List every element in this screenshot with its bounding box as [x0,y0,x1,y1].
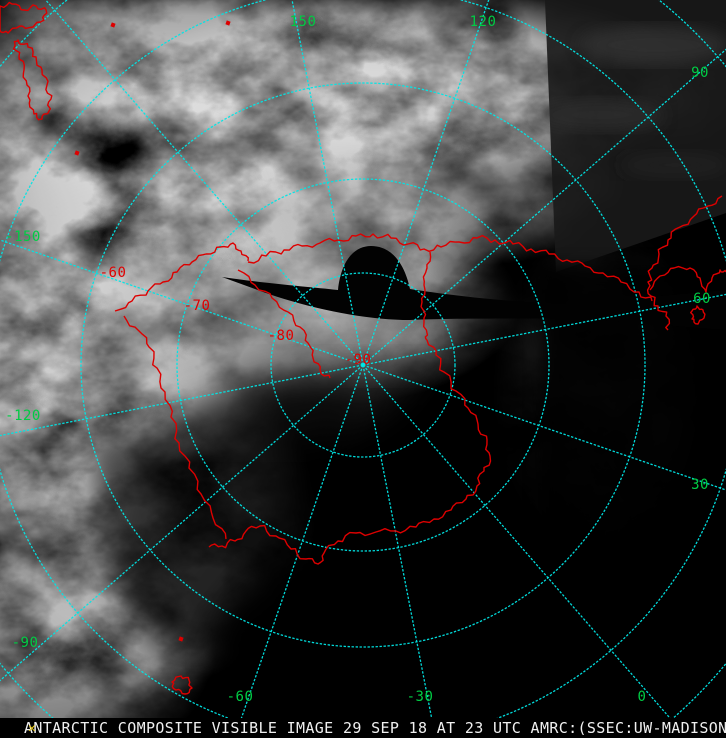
meridian-line [362,364,689,738]
coastline-ice-shelf-arcs [649,265,726,293]
longitude-label: -120 [5,408,41,424]
data-gap-region [222,246,726,330]
islet-mark [225,20,231,26]
latitude-circle [176,178,550,552]
meridian-line [0,364,364,682]
longitude-label: -150 [5,229,41,245]
coastline-west-antarctica-coast [123,315,227,540]
coastline-island-near-60 [690,305,706,325]
coastline-new-zealand-south [12,39,53,121]
image-swath-seam [545,0,726,272]
islet-mark [178,636,184,642]
latitude-label: -60 [100,265,127,281]
latitude-label: -90 [345,352,372,368]
longitude-label: 150 [290,14,317,30]
meridian-line [233,364,364,738]
meridian-line [0,364,364,437]
coastline-new-zealand-north [0,1,48,34]
longitude-label: 30 [691,477,709,493]
map-labels: 150 120 90 60 30 0 -30 -60 -90 -120 -150 -60 -70 -80 -… [5,14,711,705]
meridian-line [0,239,364,366]
meridian-line [44,0,364,366]
longitude-label: 60 [693,291,711,307]
latitude-label: -70 [184,298,211,314]
night-shading [83,265,726,738]
meridian-line [291,0,364,366]
latitude-label: -80 [268,328,295,344]
caption-text: ANTARCTIC COMPOSITE VISIBLE IMAGE 29 SEP… [24,719,726,737]
meridian-line [362,0,490,366]
meridian-line [362,364,437,738]
longitude-label: 90 [691,65,709,81]
coastline-inner-weddell-coast [237,269,331,379]
coastlines [0,1,726,695]
meridian-line [362,48,726,366]
coastline-weddell-top-coast [247,233,653,302]
mcidas-cursor-icon: ✕ [28,721,36,736]
longitude-label: -30 [407,689,434,705]
coastline-coats-land-coast [420,251,432,341]
islet-mark [74,150,80,156]
longitude-label: 120 [470,14,497,30]
latitude-circle [80,82,646,648]
longitude-label: 0 [638,689,647,705]
longitude-label: -90 [12,635,39,651]
coastline-bottom-left-island [171,675,193,695]
longitude-label: -60 [227,689,254,705]
meridian-line [362,293,726,366]
meridian-line [362,364,726,491]
caption-bar: ANTARCTIC COMPOSITE VISIBLE IMAGE 29 SEP… [0,718,726,738]
islet-mark [110,22,116,28]
coastline-east-antarctica-coast [208,339,492,565]
latitude-circle [270,272,456,458]
coastline-queen-maud-coast [646,195,723,331]
coastline-antarctic-peninsula [114,242,249,312]
